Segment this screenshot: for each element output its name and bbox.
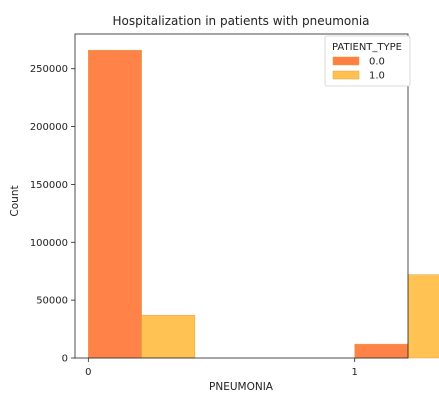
y-tick-label: 0 bbox=[62, 354, 68, 365]
x-tick-label: 0 bbox=[85, 367, 91, 378]
y-tick-label: 50000 bbox=[36, 296, 68, 307]
y-tick-label: 100000 bbox=[30, 238, 68, 249]
legend-swatch-1.0 bbox=[332, 70, 360, 80]
bar-0-series-1.0 bbox=[141, 314, 196, 359]
legend-title: PATIENT_TYPE bbox=[332, 42, 402, 53]
x-axis-label: PNEUMONIA bbox=[209, 381, 274, 393]
y-tick-label: 200000 bbox=[30, 122, 68, 133]
legend-swatch-0.0 bbox=[332, 56, 360, 66]
y-axis-label: Count bbox=[9, 185, 21, 216]
y-tick-label: 250000 bbox=[30, 64, 68, 75]
bar-1-series-0.0 bbox=[354, 343, 409, 359]
plot-frame bbox=[74, 33, 409, 359]
legend-label-0.0: 0.0 bbox=[369, 57, 385, 68]
bar-1-series-1.0 bbox=[407, 274, 439, 359]
bars bbox=[88, 49, 439, 359]
chart-title: Hospitalization in patients with pneumon… bbox=[112, 14, 369, 28]
axes bbox=[74, 33, 409, 359]
ticks: 0 50000 100000 150000 200000 250000 0 1 bbox=[30, 64, 358, 378]
x-tick-label: 1 bbox=[352, 367, 358, 378]
legend: PATIENT_TYPE 0.0 1.0 bbox=[324, 35, 411, 87]
legend-label-1.0: 1.0 bbox=[369, 71, 385, 82]
y-tick-label: 150000 bbox=[30, 180, 68, 191]
bar-0-series-0.0 bbox=[88, 49, 142, 359]
